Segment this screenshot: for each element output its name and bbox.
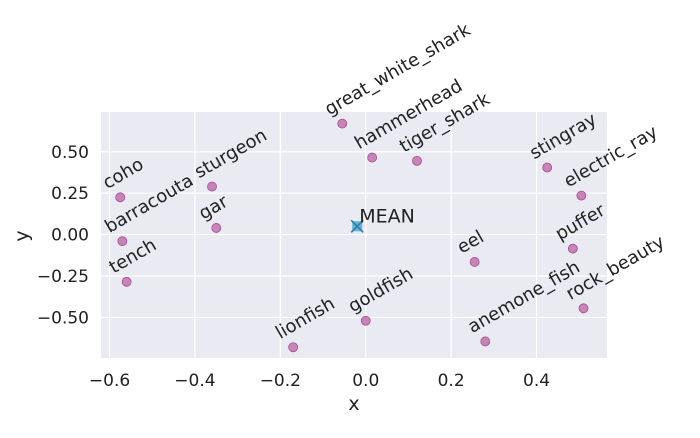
x-tick-label: −0.6 <box>89 371 130 391</box>
grid-lines <box>101 112 607 358</box>
x-tick-label: 0.4 <box>523 371 550 391</box>
x-tick-label: 0.0 <box>352 371 379 391</box>
y-tick-label: −0.50 <box>37 308 89 328</box>
data-point <box>542 162 553 173</box>
data-point <box>367 152 378 163</box>
data-point <box>360 315 371 326</box>
data-point <box>469 257 480 267</box>
data-point <box>207 181 217 192</box>
mean-marker-group: MEAN <box>350 205 415 233</box>
x-tick-labels: −0.6 −0.4 −0.2 0.0 0.2 0.4 <box>89 371 550 391</box>
x-tick-label: −0.2 <box>260 371 301 391</box>
data-point <box>117 236 128 247</box>
y-tick-label: 0.50 <box>51 143 89 163</box>
x-tick-label: 0.2 <box>438 371 465 391</box>
y-tick-label: 0.25 <box>51 184 89 204</box>
mean-cross <box>350 219 364 233</box>
x-axis-label: x <box>348 393 359 415</box>
data-point <box>412 155 422 166</box>
y-tick-labels: −0.50 −0.25 0.00 0.25 0.50 <box>37 143 89 329</box>
mean-label: MEAN <box>359 205 415 227</box>
data-point <box>121 276 132 287</box>
data-point <box>578 303 589 314</box>
y-axis-label: y <box>11 230 33 241</box>
data-point <box>288 342 299 353</box>
data-point <box>115 192 126 203</box>
data-point <box>567 243 578 254</box>
point-label: great_white_shark <box>321 19 474 120</box>
x-tick-label: −0.4 <box>174 371 215 391</box>
y-tick-label: −0.25 <box>37 267 89 287</box>
y-tick-label: 0.00 <box>51 226 89 246</box>
data-point <box>211 223 222 233</box>
data-point <box>480 336 491 347</box>
data-point <box>576 190 587 201</box>
data-point <box>337 118 348 129</box>
